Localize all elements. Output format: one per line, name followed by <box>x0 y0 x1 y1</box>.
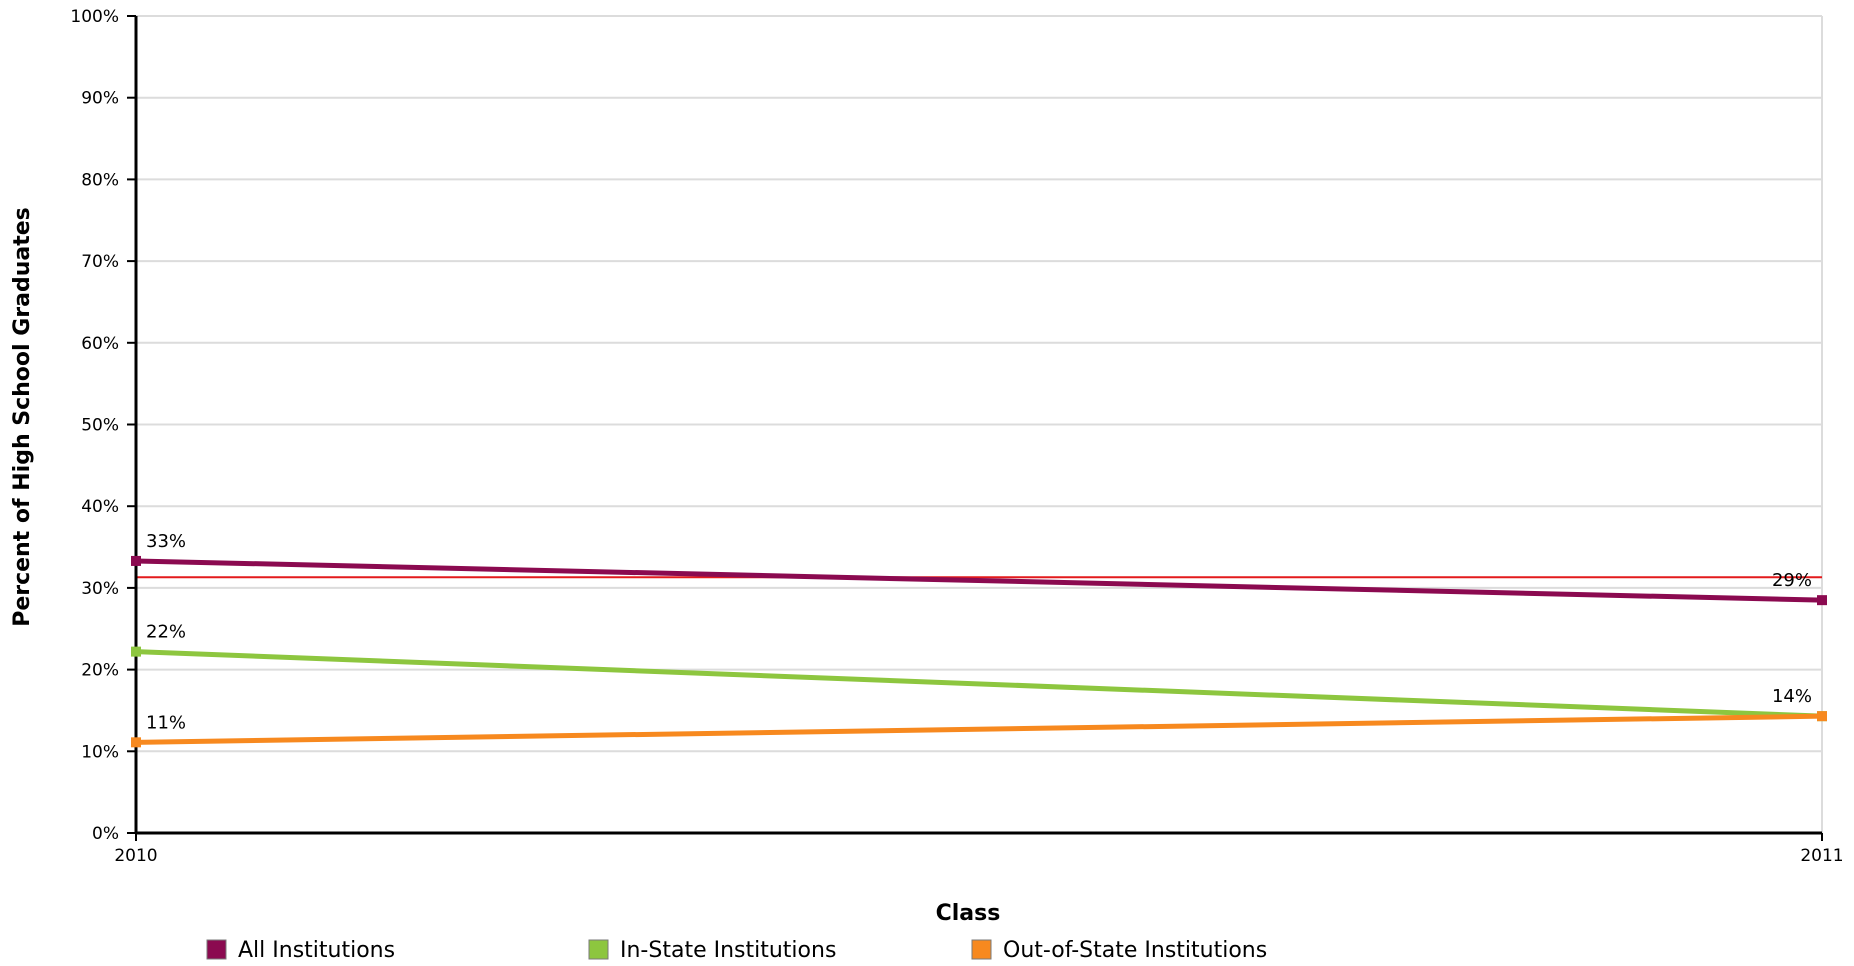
data-label: 33% <box>146 531 186 552</box>
legend-swatch <box>206 939 227 960</box>
y-tick-labels: 0% 10% 20% 30% 40% 50% 60% 70% 80% 90% 100% <box>70 7 136 844</box>
y-tick-label: 0% <box>92 824 119 844</box>
y-tick-label: 10% <box>81 742 119 762</box>
y-axis-title: Percent of High School Graduates <box>10 207 35 627</box>
data-point <box>1817 711 1827 722</box>
y-tick-label: 30% <box>81 579 119 599</box>
legend: All Institutions In-State Institutions Out… <box>206 938 1267 963</box>
series-line <box>135 558 1823 603</box>
y-tick-label: 80% <box>81 170 119 190</box>
series-line <box>135 713 1823 745</box>
series-lines <box>131 555 1827 748</box>
data-point <box>131 737 141 748</box>
y-tick-label: 100% <box>70 7 119 27</box>
x-tick-label: 2010 <box>114 846 157 866</box>
legend-label: All Institutions <box>238 938 395 963</box>
data-labels: 33% 29% 22% 11% 14% <box>146 531 1812 733</box>
data-point <box>131 646 141 657</box>
x-tick-labels: 2010 2011 <box>114 833 1844 866</box>
y-tick-label: 50% <box>81 416 119 436</box>
y-tick-label: 70% <box>81 252 119 272</box>
gridlines <box>136 15 1823 834</box>
x-axis-title: Class <box>936 901 1001 926</box>
y-tick-label: 20% <box>81 661 119 681</box>
data-label: 22% <box>146 622 186 643</box>
data-point <box>1817 595 1827 606</box>
legend-swatch <box>971 939 992 960</box>
y-tick-label: 60% <box>81 334 119 354</box>
series-line <box>135 649 1823 719</box>
data-label: 11% <box>146 712 186 733</box>
data-point <box>131 555 141 566</box>
legend-swatch <box>588 939 609 960</box>
legend-label: In-State Institutions <box>620 938 836 963</box>
legend-label: Out-of-State Institutions <box>1003 938 1267 963</box>
data-label: 14% <box>1772 686 1812 707</box>
data-label: 29% <box>1772 570 1812 591</box>
y-tick-label: 40% <box>81 497 119 517</box>
x-tick-label: 2011 <box>1800 846 1843 866</box>
y-tick-label: 90% <box>81 89 119 109</box>
